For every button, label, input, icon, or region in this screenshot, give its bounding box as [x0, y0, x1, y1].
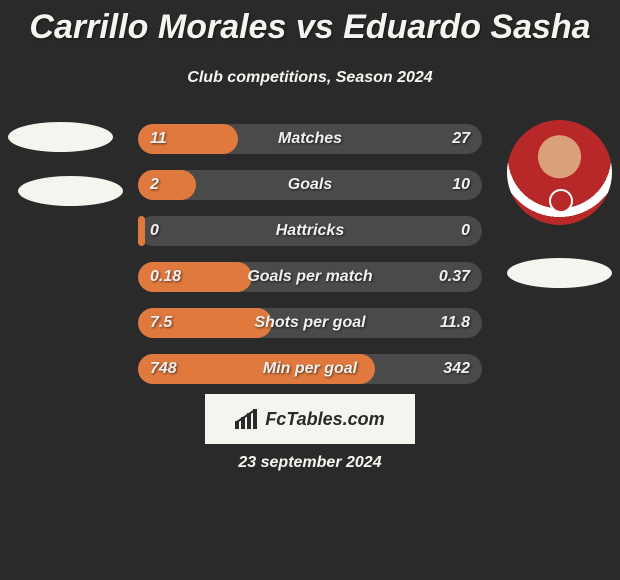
page-subtitle: Club competitions, Season 2024 — [0, 69, 620, 87]
stat-row: 748Min per goal342 — [138, 354, 482, 384]
chart-logo-icon — [235, 409, 259, 429]
stat-value-right: 27 — [452, 124, 470, 154]
placeholder-oval-left-2 — [18, 176, 123, 206]
stat-row: 0.18Goals per match0.37 — [138, 262, 482, 292]
brand-badge: FcTables.com — [205, 394, 415, 444]
stat-value-right: 11.8 — [440, 308, 470, 338]
brand-text: FcTables.com — [265, 409, 384, 430]
stat-row: 7.5Shots per goal11.8 — [138, 308, 482, 338]
placeholder-oval-left-1 — [8, 122, 113, 152]
stat-value-right: 342 — [443, 354, 470, 384]
stat-label: Hattricks — [138, 216, 482, 246]
stat-row: 2Goals10 — [138, 170, 482, 200]
infographic-date: 23 september 2024 — [0, 454, 620, 472]
stat-label: Goals per match — [138, 262, 482, 292]
page-title: Carrillo Morales vs Eduardo Sasha — [0, 0, 620, 47]
stat-value-right: 0.37 — [439, 262, 470, 292]
stat-label: Matches — [138, 124, 482, 154]
stat-label: Goals — [138, 170, 482, 200]
stat-value-right: 0 — [461, 216, 470, 246]
stat-row: 11Matches27 — [138, 124, 482, 154]
stats-container: 11Matches27 2Goals10 0Hattricks0 0.18Goals … — [138, 124, 482, 400]
stat-label: Min per goal — [138, 354, 482, 384]
stat-label: Shots per goal — [138, 308, 482, 338]
stat-value-right: 10 — [452, 170, 470, 200]
player-avatar-right — [507, 120, 612, 225]
stat-row: 0Hattricks0 — [138, 216, 482, 246]
placeholder-oval-right — [507, 258, 612, 288]
